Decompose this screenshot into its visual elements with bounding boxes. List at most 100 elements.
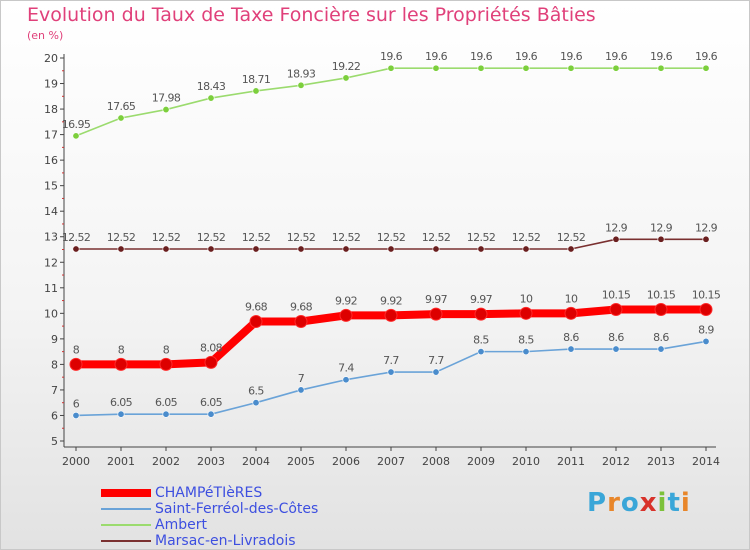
data-label: 6.05 — [155, 396, 178, 409]
logo-letter: i — [680, 488, 691, 518]
data-point — [702, 337, 710, 345]
legend-label: Ambert — [155, 517, 207, 533]
data-point — [204, 355, 218, 369]
legend-label: Marsac-en-Livradois — [155, 533, 296, 549]
data-label: 19.6 — [695, 50, 718, 63]
data-label: 8 — [118, 343, 125, 356]
y-tick-label: 20 — [44, 52, 58, 65]
data-label: 8.6 — [563, 331, 579, 344]
data-point — [294, 315, 308, 329]
y-tick-label: 14 — [44, 205, 58, 218]
data-label: 12.52 — [557, 231, 586, 244]
data-point — [387, 245, 395, 253]
y-tick-label: 10 — [44, 307, 58, 320]
y-tick-label: 5 — [51, 435, 58, 448]
logo-letter: x — [639, 488, 658, 518]
y-tick-label: 11 — [44, 282, 58, 295]
data-label: 19.6 — [515, 50, 538, 63]
data-label: 12.52 — [332, 231, 361, 244]
data-point — [477, 64, 485, 72]
data-point — [432, 245, 440, 253]
data-label: 6 — [73, 397, 80, 410]
y-tick-label: 13 — [44, 231, 58, 244]
data-label: 8 — [163, 343, 170, 356]
line-chart: 5 6 7 8 9 10 11 12 13 14 15 16 17 18 19 20 2000 2001 2002 2… — [44, 50, 721, 468]
data-point — [432, 368, 440, 376]
data-point — [117, 245, 125, 253]
data-label: 17.65 — [107, 100, 136, 113]
y-tick-label: 15 — [44, 180, 58, 193]
data-label: 12.52 — [377, 231, 406, 244]
data-label: 6.5 — [248, 385, 264, 398]
data-point — [117, 114, 125, 122]
data-point — [609, 303, 623, 317]
data-point — [252, 87, 260, 95]
data-point — [387, 64, 395, 72]
data-label: 8.5 — [473, 334, 489, 347]
data-point — [342, 245, 350, 253]
data-point — [567, 345, 575, 353]
logo-letter: r — [607, 488, 621, 518]
data-point — [162, 106, 170, 114]
data-point — [339, 308, 353, 322]
y-tick-label: 16 — [44, 154, 58, 167]
data-label: 12.52 — [197, 231, 226, 244]
data-label: 12.52 — [467, 231, 496, 244]
data-point — [207, 94, 215, 102]
data-label: 19.22 — [332, 60, 361, 73]
x-tick-label: 2003 — [197, 455, 225, 468]
data-label: 18.43 — [197, 80, 226, 93]
y-tick-label: 17 — [44, 129, 58, 142]
data-point — [429, 307, 443, 321]
data-point — [297, 81, 305, 89]
data-label: 19.6 — [560, 50, 583, 63]
data-point — [522, 64, 530, 72]
data-point — [249, 315, 263, 329]
data-label: 12.52 — [512, 231, 541, 244]
data-label: 19.6 — [380, 50, 403, 63]
x-tick-label: 2005 — [287, 455, 315, 468]
x-tick-label: 2006 — [332, 455, 360, 468]
data-point — [657, 345, 665, 353]
data-label: 9.92 — [380, 294, 402, 307]
x-tick-label: 2013 — [647, 455, 675, 468]
data-label: 12.52 — [422, 231, 451, 244]
data-point — [162, 410, 170, 418]
data-point — [342, 376, 350, 384]
data-label: 7.4 — [338, 362, 354, 375]
data-label: 12.52 — [107, 231, 136, 244]
data-label: 17.98 — [152, 92, 181, 105]
data-label: 10.15 — [647, 289, 676, 302]
logo-letter: o — [620, 488, 640, 518]
y-tick-label: 12 — [44, 256, 58, 269]
logo-letter: P — [587, 488, 608, 518]
data-point — [612, 64, 620, 72]
legend-label: CHAMPéTIèRES — [155, 485, 263, 501]
data-point — [432, 64, 440, 72]
logo-letter: i — [657, 488, 668, 518]
data-point — [657, 235, 665, 243]
x-tick-label: 2000 — [62, 455, 90, 468]
data-point — [702, 235, 710, 243]
data-point — [567, 64, 575, 72]
data-label: 19.6 — [650, 50, 673, 63]
legend-swatch — [101, 489, 151, 497]
x-tick-label: 2011 — [557, 455, 585, 468]
data-point — [612, 235, 620, 243]
x-tick-label: 2007 — [377, 455, 405, 468]
legend-swatch — [101, 524, 151, 526]
data-label: 19.6 — [470, 50, 493, 63]
proxiti-logo: Proxiti — [587, 488, 691, 518]
data-label: 18.71 — [242, 73, 271, 86]
data-point — [522, 245, 530, 253]
data-label: 8.6 — [653, 331, 669, 344]
data-label: 6.05 — [200, 396, 223, 409]
data-label: 6.05 — [110, 396, 133, 409]
data-label: 7.7 — [383, 354, 399, 367]
data-label: 19.6 — [605, 50, 628, 63]
x-tick-label: 2014 — [692, 455, 720, 468]
data-point — [159, 357, 173, 371]
data-label: 9.92 — [335, 294, 357, 307]
y-tick-label: 7 — [51, 384, 58, 397]
data-point — [207, 410, 215, 418]
